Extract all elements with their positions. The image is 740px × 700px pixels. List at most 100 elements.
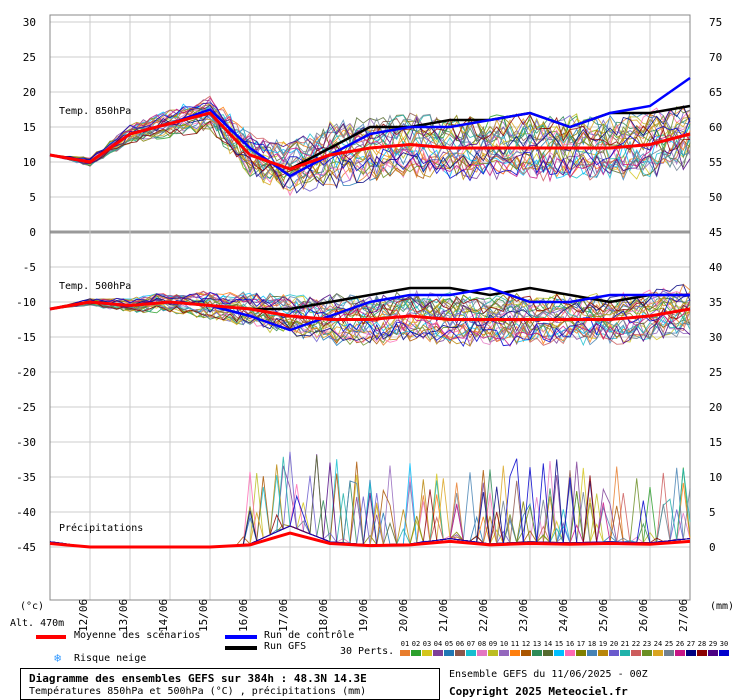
pert-color-cell: [521, 650, 531, 656]
pert-number: 25: [664, 640, 674, 648]
pert-number: 26: [675, 640, 685, 648]
pert-line: [49, 103, 691, 179]
pert-color-cell: [686, 650, 696, 656]
pert-color-cell: [433, 650, 443, 656]
left-tick-label: -25: [16, 401, 36, 414]
pert-color-cell: [444, 650, 454, 656]
left-tick-label: 25: [23, 51, 36, 64]
right-tick-label: 20: [709, 401, 722, 414]
x-tick-label: 18/06: [317, 599, 330, 632]
series-line: [49, 111, 691, 171]
x-tick-label: 17/06: [277, 599, 290, 632]
x-tick-label: 25/06: [597, 599, 610, 632]
pert-number: 16: [565, 640, 575, 648]
pert-line: [49, 104, 691, 184]
pert-number: 04: [433, 640, 443, 648]
pert-number: 23: [642, 640, 652, 648]
legend-gfs: Run GFS: [264, 641, 307, 652]
left-unit-label: (°c): [20, 601, 44, 612]
chart-title: Diagramme des ensembles GEFS sur 384h : …: [29, 672, 367, 685]
right-tick-label: 5: [709, 506, 716, 519]
left-tick-label: -5: [23, 261, 36, 274]
pert-line: [49, 293, 691, 344]
pert-color-cell: [554, 650, 564, 656]
pert-number: 03: [422, 640, 432, 648]
pert-number: 02: [411, 640, 421, 648]
pert-color-cell: [620, 650, 630, 656]
left-tick-label: -15: [16, 331, 36, 344]
right-tick-label: 70: [709, 51, 722, 64]
pert-color-cell: [565, 650, 575, 656]
pert-number: 18: [587, 640, 597, 648]
pert-color-cell: [653, 650, 663, 656]
left-tick-label: 5: [29, 191, 36, 204]
x-tick-label: 23/06: [517, 599, 530, 632]
pert-number: 07: [466, 640, 476, 648]
x-tick-label: 21/06: [437, 599, 450, 632]
pert-number: 01: [400, 640, 410, 648]
pert-number: 14: [543, 640, 553, 648]
pert-number: 12: [521, 640, 531, 648]
pert-number: 13: [532, 640, 542, 648]
pert-line: [49, 284, 691, 344]
pert-color-cell: [499, 650, 509, 656]
pert-color-cell: [697, 650, 707, 656]
pert-number: 30: [719, 640, 729, 648]
pert-number: 22: [631, 640, 641, 648]
right-tick-label: 30: [709, 331, 722, 344]
x-tick-label: 26/06: [637, 599, 650, 632]
copyright: Copyright 2025 Meteociel.fr: [449, 685, 628, 698]
pert-number: 06: [455, 640, 465, 648]
x-tick-label: 14/06: [157, 599, 170, 632]
pert-line: [49, 291, 691, 348]
x-tick-label: 15/06: [197, 599, 210, 632]
pert-color-cell: [576, 650, 586, 656]
legend-mean: Moyenne des scénarios: [74, 630, 201, 641]
pert-color-cell: [400, 650, 410, 656]
pert-line: [49, 97, 691, 183]
x-tick-label: 12/06: [77, 599, 90, 632]
x-tick-label: 20/06: [397, 599, 410, 632]
panel-label-t500: Temp. 500hPa: [59, 281, 131, 292]
pert-number: 19: [598, 640, 608, 648]
left-tick-label: -45: [16, 541, 36, 554]
right-tick-label: 75: [709, 16, 722, 29]
right-tick-label: 0: [709, 541, 716, 554]
pert-line: [49, 104, 691, 179]
perturbation-series: [49, 95, 691, 548]
series-line: [49, 531, 691, 549]
chart-subtitle: Températures 850hPa et 500hPa (°C) , pré…: [29, 686, 367, 697]
ensemble-info: Ensemble GEFS du 11/06/2025 - 00Z: [449, 669, 648, 680]
pert-number: 08: [477, 640, 487, 648]
pert-color-cell: [598, 650, 608, 656]
pert-number: 11: [510, 640, 520, 648]
right-tick-label: 15: [709, 436, 722, 449]
pert-color-cell: [488, 650, 498, 656]
pert-number: 09: [488, 640, 498, 648]
x-tick-label: 22/06: [477, 599, 490, 632]
left-tick-label: 10: [23, 156, 36, 169]
left-tick-label: 15: [23, 121, 36, 134]
pert-line: [49, 95, 691, 182]
pert-number: 29: [708, 640, 718, 648]
pert-number: 28: [697, 640, 707, 648]
legend-snow: Risque neige: [74, 653, 147, 664]
left-tick-label: -40: [16, 506, 36, 519]
x-tick-label: 27/06: [677, 599, 690, 632]
pert-color-cell: [587, 650, 597, 656]
panel-label-t850: Temp. 850hPa: [59, 106, 131, 117]
pert-number: 21: [620, 640, 630, 648]
pert-color-cell: [532, 650, 542, 656]
legend-perts: 30 Perts.: [340, 646, 395, 657]
right-tick-label: 50: [709, 191, 722, 204]
right-tick-label: 25: [709, 366, 722, 379]
pert-line: [49, 107, 691, 181]
right-tick-label: 35: [709, 296, 722, 309]
x-tick-label: 24/06: [557, 599, 570, 632]
pert-number: 05: [444, 640, 454, 648]
right-tick-label: 65: [709, 86, 722, 99]
pert-line: [49, 113, 691, 178]
left-tick-label: -10: [16, 296, 36, 309]
